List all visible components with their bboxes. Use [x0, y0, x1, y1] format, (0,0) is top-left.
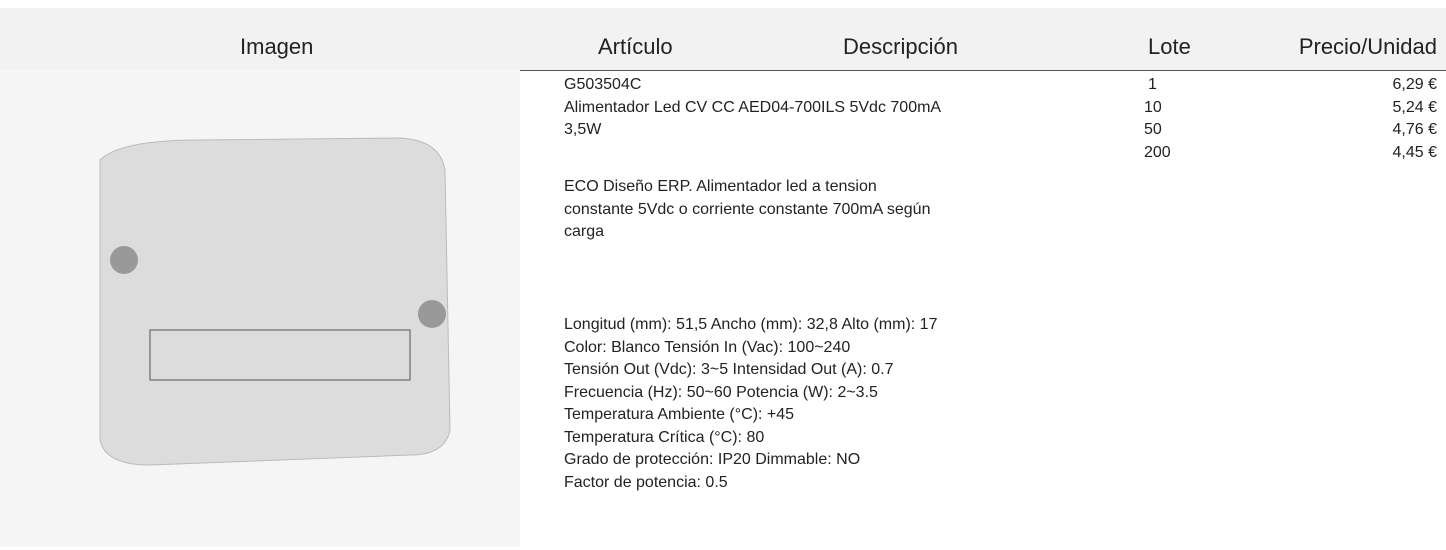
lot-quantity: 50 [1144, 121, 1162, 138]
description-line: ECO Diseño ERP. Alimentador led a tensio… [564, 178, 877, 195]
description-line: Temperatura Crítica (°C): 80 [564, 428, 765, 446]
lot-quantity: 1 [1148, 76, 1157, 93]
description-line: Factor de potencia: 0.5 [564, 473, 728, 491]
article-code: G503504C [564, 76, 642, 93]
screw [418, 300, 446, 328]
column-header: Descripción [843, 34, 958, 59]
description-line: 3,5W [564, 121, 602, 138]
description-line: Color: Blanco Tensión In (Vac): 100~240 [564, 338, 851, 356]
lot-quantity: 200 [1144, 143, 1171, 161]
description-line: Tensión Out (Vdc): 3~5 Intensidad Out (A… [564, 361, 894, 378]
column-header: Lote [1148, 34, 1191, 59]
unit-price: 5,24 € [1392, 98, 1437, 116]
description-line: constante 5Vdc o corriente constante 700… [564, 200, 931, 218]
device-body [99, 137, 451, 466]
description-line: carga [564, 223, 605, 240]
description-line: Frecuencia (Hz): 50~60 Potencia (W): 2~3… [564, 383, 878, 401]
unit-price: 4,45 € [1392, 143, 1437, 161]
column-header: Imagen [240, 34, 314, 59]
product-image [0, 70, 520, 547]
lot-quantity: 10 [1144, 98, 1162, 116]
unit-price: 4,76 € [1392, 121, 1437, 138]
unit-price: 6,29 € [1392, 76, 1437, 93]
table-header: Imagen Artículo Descripción Lote Precio/Unid… [0, 8, 1446, 71]
description-line: Grado de protección: IP20 Dimmable: NO [564, 451, 861, 468]
description-line: Temperatura Ambiente (°C): +45 [564, 406, 795, 423]
description-line: Alimentador Led CV CC AED04-700ILS 5Vdc … [564, 98, 942, 116]
column-header: Precio/Unidad [1298, 34, 1437, 59]
screw [110, 246, 138, 274]
column-header: Artículo [598, 34, 673, 59]
description-line: Longitud (mm): 51,5 Ancho (mm): 32,8 Alt… [564, 316, 938, 333]
symbols [149, 329, 411, 381]
